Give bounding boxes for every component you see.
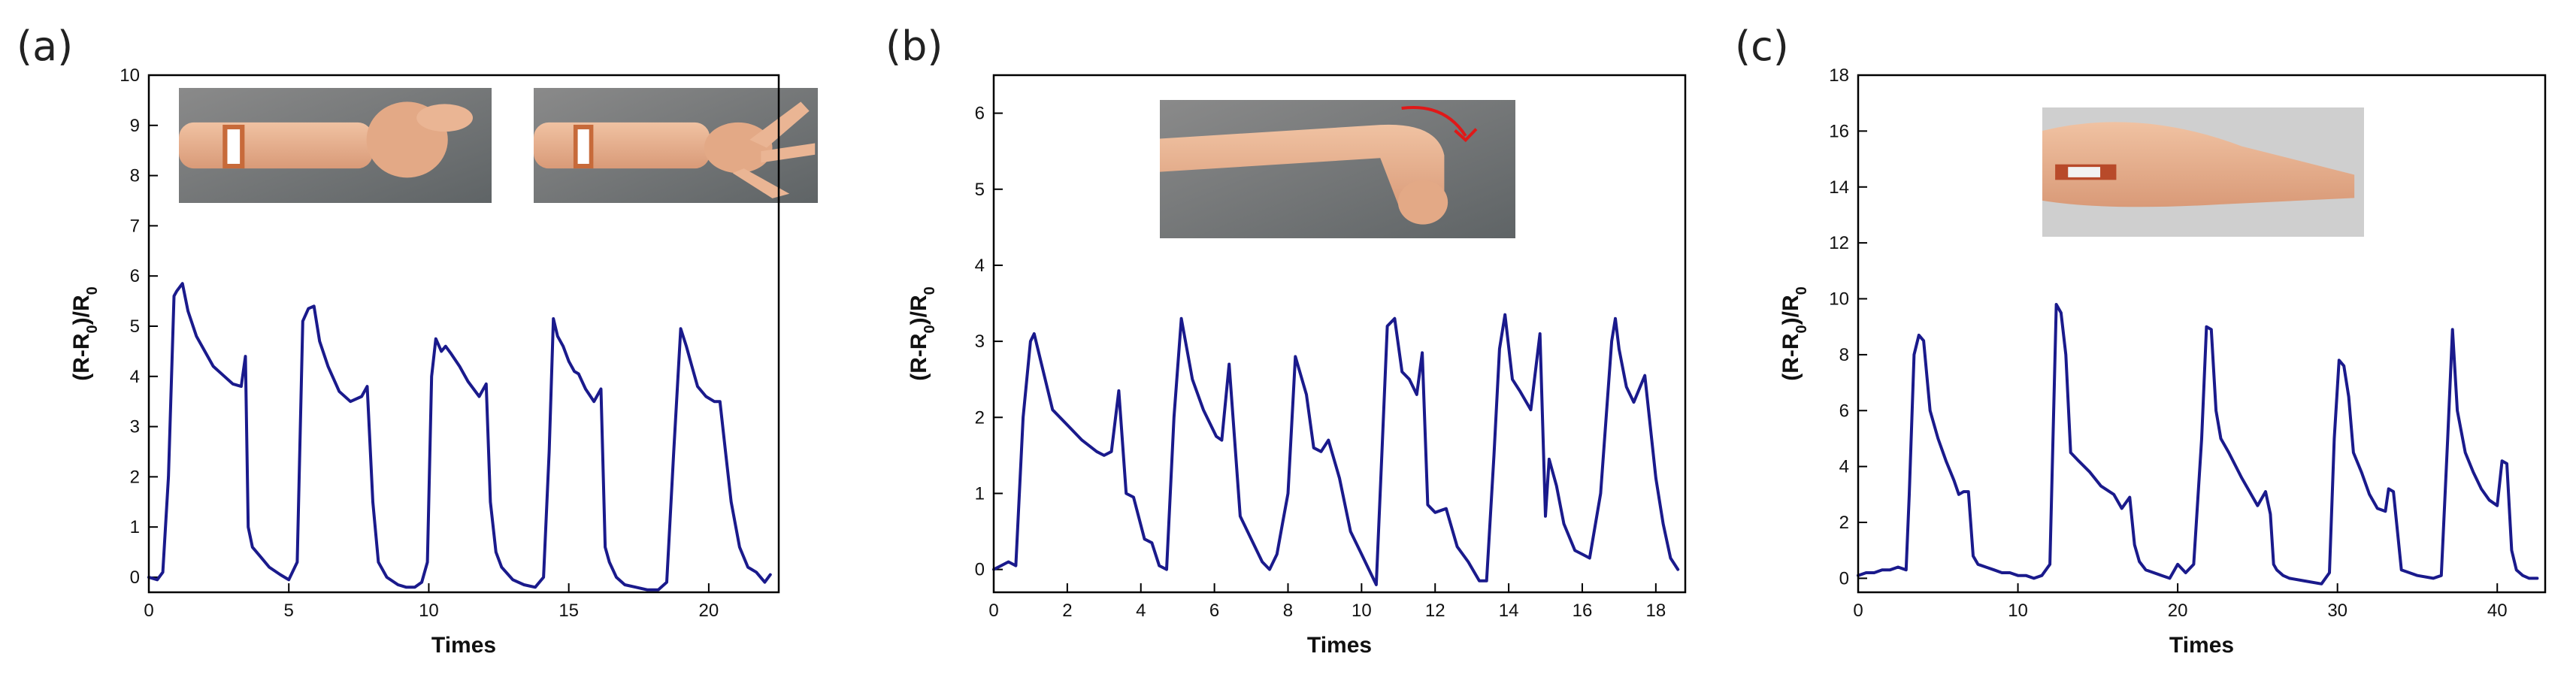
- chart-panel: (c) 0 10 20 30 40 0 2 4 6 8 10 12 14 16 18 Times (R-R0)/R…: [1735, 23, 2547, 658]
- x-tick-label: 10: [2008, 601, 2028, 621]
- y-tick-label: 12: [1829, 233, 1849, 253]
- x-tick-label: 40: [2487, 601, 2508, 621]
- panel-label: (b): [885, 23, 943, 70]
- panel-label: (a): [17, 23, 73, 70]
- x-tick-label: 2: [1062, 601, 1072, 621]
- y-tick-label: 0: [130, 567, 140, 588]
- y-tick-label: 9: [130, 116, 140, 136]
- y-tick-label: 6: [975, 104, 985, 124]
- x-axis-title: Times: [431, 633, 496, 658]
- plot-frame: [992, 74, 1687, 594]
- x-tick-label: 0: [144, 601, 153, 621]
- y-tick-label: 4: [975, 256, 985, 276]
- y-tick-label: 5: [130, 316, 140, 337]
- bent-wrist-photo: [1160, 100, 1515, 238]
- plot-frame: [147, 74, 780, 594]
- x-tick-label: 0: [988, 601, 998, 621]
- y-tick-label: 1: [975, 483, 985, 504]
- x-tick-label: 8: [1283, 601, 1293, 621]
- y-tick-label: 14: [1829, 177, 1849, 198]
- y-tick-label: 8: [130, 166, 140, 186]
- y-tick-label: 10: [120, 65, 140, 86]
- x-tick-label: 14: [1499, 601, 1519, 621]
- x-tick-label: 0: [1853, 601, 1863, 621]
- x-tick-label: 15: [558, 601, 579, 621]
- y-tick-label: 8: [1839, 345, 1849, 365]
- x-axis-title: Times: [2169, 633, 2234, 658]
- y-tick-label: 3: [975, 331, 985, 352]
- series-line: [992, 313, 1680, 586]
- y-tick-label: 2: [1839, 513, 1849, 533]
- y-tick-label: 6: [1839, 401, 1849, 421]
- y-axis-title: (R-R0)/R0: [1778, 286, 1810, 381]
- series-line: [1857, 303, 2539, 586]
- y-tick-label: 4: [1839, 457, 1849, 477]
- x-tick-label: 20: [2168, 601, 2188, 621]
- y-tick-label: 3: [130, 417, 140, 437]
- x-tick-label: 10: [1352, 601, 1372, 621]
- y-axis-title: (R-R0)/R0: [69, 286, 101, 381]
- y-tick-label: 2: [130, 467, 140, 487]
- y-tick-label: 1: [130, 517, 140, 537]
- x-tick-label: 5: [284, 601, 294, 621]
- x-tick-label: 18: [1645, 601, 1666, 621]
- wrist-with-open-hand-photo: [534, 88, 818, 203]
- panel-label: (c): [1735, 23, 1789, 70]
- y-axis-title: (R-R0)/R0: [907, 286, 938, 381]
- y-tick-label: 2: [975, 407, 985, 428]
- chart-panel: (a) 0 5 10 15 20 0 1 2 3 4 5 6 7 8 9 10 Times (R-R0)/R0: [17, 23, 818, 658]
- x-tick-label: 30: [2327, 601, 2347, 621]
- y-tick-label: 7: [130, 216, 140, 236]
- y-tick-label: 5: [975, 180, 985, 200]
- x-tick-label: 16: [1573, 601, 1593, 621]
- y-tick-label: 4: [130, 367, 140, 387]
- x-tick-label: 12: [1425, 601, 1445, 621]
- y-tick-label: 0: [1839, 568, 1849, 589]
- y-tick-label: 6: [130, 266, 140, 286]
- x-tick-label: 20: [699, 601, 719, 621]
- x-tick-label: 4: [1136, 601, 1146, 621]
- x-tick-label: 6: [1209, 601, 1219, 621]
- x-tick-label: 10: [419, 601, 439, 621]
- y-tick-label: 0: [975, 560, 985, 580]
- y-tick-label: 18: [1829, 65, 1849, 86]
- y-tick-label: 10: [1829, 289, 1849, 310]
- wrist-with-fist-photo: [179, 88, 492, 203]
- series-line: [147, 282, 772, 592]
- y-tick-label: 16: [1829, 121, 1849, 141]
- plot-frame: [1857, 74, 2547, 594]
- x-axis-title: Times: [1307, 633, 1372, 658]
- arm-with-sensor-photo: [2042, 107, 2364, 237]
